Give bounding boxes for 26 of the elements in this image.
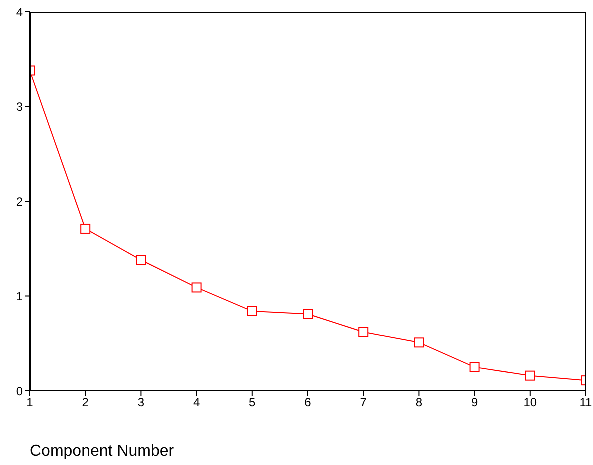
y-tick-label: 4 bbox=[16, 5, 24, 20]
x-tick-label: 2 bbox=[82, 396, 90, 410]
x-tick-label: 11 bbox=[580, 396, 593, 410]
x-axis-title: Component Number bbox=[30, 443, 174, 461]
point bbox=[414, 338, 424, 348]
x-tick-label: 3 bbox=[138, 396, 145, 410]
point bbox=[303, 309, 313, 320]
point bbox=[136, 255, 146, 266]
x-tick-label: 1 bbox=[26, 396, 34, 410]
x-tick-label: 4 bbox=[193, 396, 200, 410]
x-tick-label: 9 bbox=[471, 396, 478, 410]
point bbox=[192, 282, 202, 293]
x-tick-label: 10 bbox=[524, 396, 538, 410]
y-tick-label: 1 bbox=[16, 290, 24, 304]
x-tick-label: 6 bbox=[304, 396, 312, 410]
x-tick-label: 8 bbox=[416, 396, 423, 410]
point bbox=[358, 327, 369, 338]
y-tick-label: 3 bbox=[16, 100, 24, 114]
point bbox=[470, 362, 480, 372]
y-tick-label: 2 bbox=[16, 194, 24, 209]
point bbox=[525, 370, 536, 381]
point bbox=[80, 224, 91, 234]
point bbox=[247, 306, 258, 316]
x-tick-label: 5 bbox=[249, 396, 256, 410]
y-tick-label: 0 bbox=[16, 384, 24, 398]
x-tick-label: 7 bbox=[360, 396, 368, 410]
